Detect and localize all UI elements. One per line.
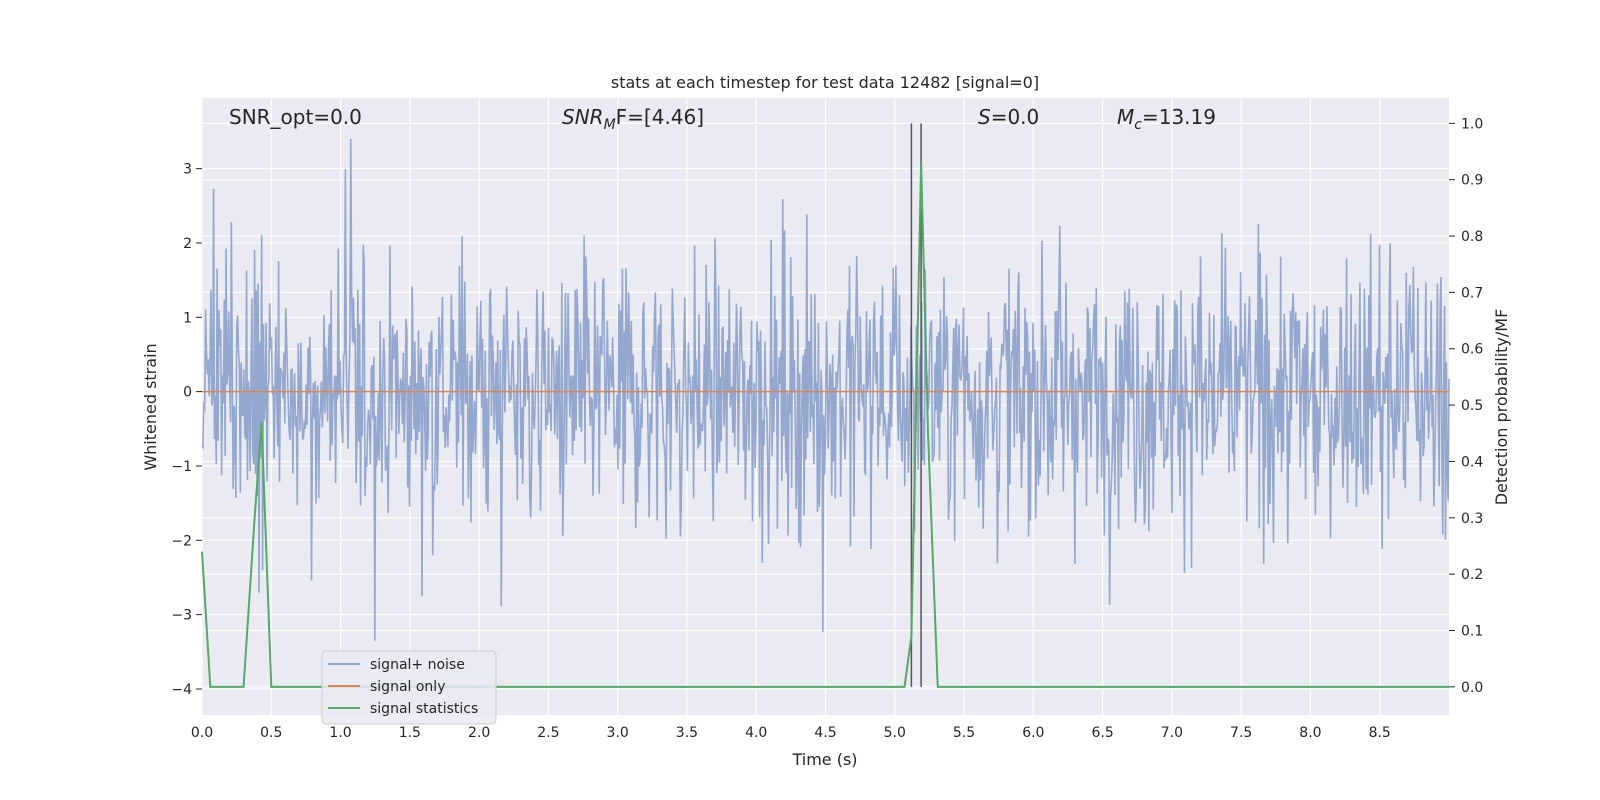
x-tick-label: 6.0 <box>1022 725 1044 741</box>
y-right-tick-label: 0.6 <box>1461 342 1483 358</box>
legend-box <box>321 650 497 725</box>
x-tick-label: 3.0 <box>607 725 629 741</box>
y-left-tick-label: −1 <box>171 459 192 475</box>
legend-label-statistics: signal statistics <box>370 701 478 717</box>
legend-label-signal-only: signal only <box>370 679 445 695</box>
y-left-tick-label: −3 <box>171 608 192 624</box>
y-right-tick-label: 0.0 <box>1461 680 1483 696</box>
annotation-snr-mf-sub: M <box>604 117 616 133</box>
x-tick-label: 4.0 <box>745 725 767 741</box>
annotation-mc-rest: =13.19 <box>1142 105 1216 129</box>
y-right-tick-label: 0.8 <box>1461 229 1483 245</box>
y-axis-label-right: Detection probability/MF <box>1492 309 1511 506</box>
x-tick-label: 8.5 <box>1369 725 1391 741</box>
y-left-tick-label: −4 <box>171 682 192 698</box>
x-tick-label: 6.5 <box>1091 725 1113 741</box>
legend-label-noise: signal+ noise <box>370 657 465 673</box>
y-right-tick-label: 0.1 <box>1461 623 1483 639</box>
signal-plus-noise-line <box>201 138 1450 641</box>
x-tick-label: 1.5 <box>399 725 421 741</box>
y-right-tick-label: 0.2 <box>1461 567 1483 583</box>
x-tick-labels: 0.0 0.5 1.0 1.5 2.0 2.5 3.0 3.5 4.0 4.5 5.0 5.5 6.0 6… <box>191 725 1391 741</box>
annotation-s: S=0.0 <box>978 105 1039 129</box>
y-right-tick-label: 0.5 <box>1461 398 1483 414</box>
annotation-snr-mf-rest: F=[4.46] <box>616 105 704 129</box>
annotation-snr-opt: SNR_opt=0.0 <box>229 105 362 129</box>
legend: signal+ noise signal only signal statist… <box>321 650 497 725</box>
y-right-tick-label: 1.0 <box>1461 116 1483 132</box>
annotation-s-main: S <box>978 105 991 129</box>
y-right-tick-label: 0.3 <box>1461 511 1483 527</box>
chart-title: stats at each timestep for test data 124… <box>611 73 1039 92</box>
x-tick-label: 2.5 <box>537 725 559 741</box>
x-axis-label: Time (s) <box>791 750 857 769</box>
x-tick-label: 3.5 <box>676 725 698 741</box>
annotation-snr-mf: SNRMF=[4.46] <box>562 105 704 133</box>
y-axis-label-left: Whitened strain <box>141 343 160 470</box>
annotation-snr-mf-main: SNR <box>562 105 604 129</box>
signal-statistics-line <box>201 162 1449 688</box>
x-tick-label: 0.5 <box>260 725 282 741</box>
annotation-s-rest: =0.0 <box>991 105 1040 129</box>
x-tick-label: 8.0 <box>1299 725 1321 741</box>
annotation-mc-sub: c <box>1134 117 1142 133</box>
y-left-tick-label: 2 <box>183 236 192 252</box>
y-right-tick-label: 0.9 <box>1461 173 1483 189</box>
y-left-tick-label: 0 <box>183 385 192 401</box>
x-tick-label: 0.0 <box>191 725 213 741</box>
annotation-mc-main: M <box>1117 105 1134 129</box>
x-tick-label: 7.0 <box>1161 725 1183 741</box>
series-signal-plus-noise <box>201 138 1450 641</box>
y-right-tick-labels: 1.0 0.9 0.8 0.7 0.6 0.5 0.4 0.3 0.2 0.1 0.0 <box>1449 116 1483 696</box>
y-left-tick-label: 3 <box>183 162 192 178</box>
x-tick-label: 4.5 <box>814 725 836 741</box>
y-left-tick-labels: 3 2 1 0 −1 −2 −3 −4 <box>171 162 202 698</box>
y-right-tick-label: 0.7 <box>1461 285 1483 301</box>
x-tick-label: 5.0 <box>884 725 906 741</box>
y-left-tick-label: −2 <box>171 533 192 549</box>
x-tick-label: 2.0 <box>468 725 490 741</box>
x-tick-label: 5.5 <box>953 725 975 741</box>
x-tick-label: 1.0 <box>329 725 351 741</box>
x-tick-label: 7.5 <box>1230 725 1252 741</box>
annotation-mc: Mc=13.19 <box>1117 105 1216 133</box>
y-left-tick-label: 1 <box>183 310 192 326</box>
series-signal-statistics <box>201 162 1449 688</box>
y-right-tick-label: 0.4 <box>1461 454 1483 470</box>
